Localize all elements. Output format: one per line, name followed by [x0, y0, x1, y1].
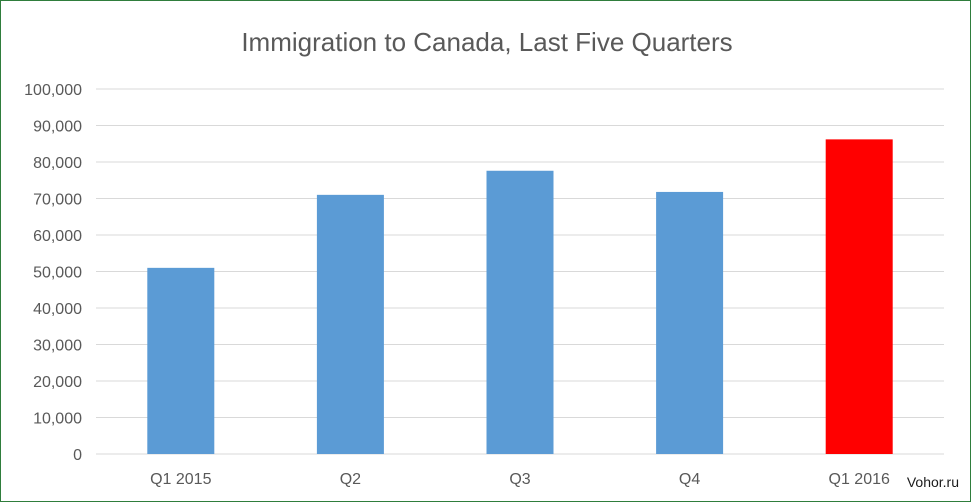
x-tick-label: Q4 — [679, 471, 700, 488]
x-tick-label: Q1 2015 — [150, 471, 211, 488]
y-tick-label: 0 — [73, 447, 82, 464]
y-tick-label: 100,000 — [24, 82, 82, 99]
y-tick-label: 80,000 — [33, 155, 82, 172]
y-tick-label: 20,000 — [33, 374, 82, 391]
y-tick-label: 40,000 — [33, 301, 82, 318]
y-tick-label: 10,000 — [33, 411, 82, 428]
x-tick-label: Q3 — [509, 471, 530, 488]
x-axis-tick-labels: Q1 2015 Q2 Q3 Q4 Q1 2016 — [150, 471, 890, 488]
y-tick-label: 30,000 — [33, 338, 82, 355]
watermark-text: Vohor.ru — [906, 474, 959, 490]
y-tick-label: 60,000 — [33, 228, 82, 245]
bar-q3 — [486, 170, 554, 454]
y-tick-label: 70,000 — [33, 192, 82, 209]
y-axis-tick-labels: 0 10,000 20,000 30,000 40,000 50,000 60,000 70,… — [24, 82, 82, 464]
bars — [147, 139, 893, 454]
x-tick-label: Q1 2016 — [829, 471, 890, 488]
chart-title: Immigration to Canada, Last Five Quarter… — [241, 27, 732, 57]
x-tick-label: Q2 — [340, 471, 361, 488]
y-tick-label: 50,000 — [33, 265, 82, 282]
bar-q4 — [656, 191, 724, 454]
bar-q1-2015 — [147, 267, 215, 454]
y-tick-label: 90,000 — [33, 119, 82, 136]
bar-q1-2016 — [825, 139, 893, 454]
bar-q2 — [316, 194, 384, 454]
